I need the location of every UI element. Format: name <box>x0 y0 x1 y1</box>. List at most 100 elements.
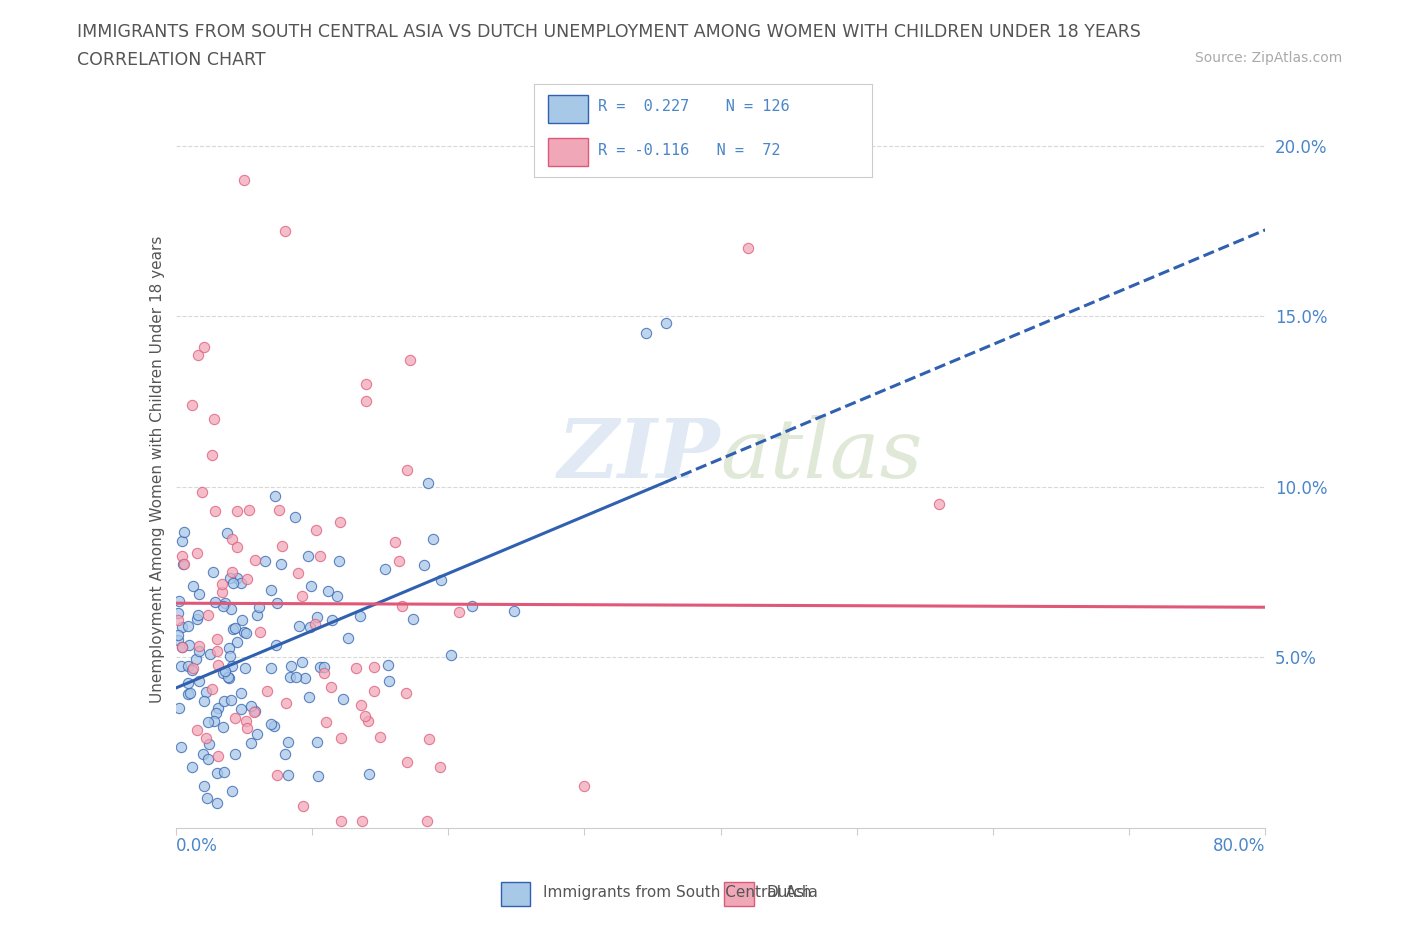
Text: 0.0%: 0.0% <box>176 837 218 855</box>
Point <box>402 612 425 627</box>
Point <box>270 556 292 571</box>
Point <box>321 613 343 628</box>
Point <box>231 612 253 627</box>
Point <box>204 594 226 609</box>
Point <box>284 509 307 524</box>
Point <box>207 749 229 764</box>
Point <box>247 600 270 615</box>
Point <box>305 609 328 624</box>
Point <box>180 759 202 774</box>
Point <box>170 658 193 673</box>
Point <box>170 549 193 564</box>
Point <box>287 618 309 633</box>
Point <box>395 754 418 769</box>
Point <box>309 549 332 564</box>
Point <box>304 616 326 631</box>
Point <box>177 638 200 653</box>
Point <box>240 699 263 714</box>
Point <box>198 737 221 751</box>
Point <box>418 732 440 747</box>
Point <box>224 711 246 725</box>
Text: Immigrants from South Central Asia: Immigrants from South Central Asia <box>543 885 818 900</box>
Point <box>309 659 332 674</box>
Point <box>387 553 409 568</box>
Text: Source: ZipAtlas.com: Source: ZipAtlas.com <box>1195 51 1343 65</box>
Point <box>205 796 228 811</box>
Point <box>205 705 228 720</box>
Point <box>235 713 257 728</box>
Point <box>344 661 367 676</box>
Point <box>225 503 247 518</box>
Point <box>461 599 484 614</box>
Point <box>307 768 329 783</box>
Point <box>422 532 444 547</box>
Point <box>219 571 242 586</box>
Point <box>197 714 219 729</box>
Point <box>221 532 243 547</box>
Point <box>219 649 242 664</box>
Text: R =  0.227    N = 126: R = 0.227 N = 126 <box>599 100 790 114</box>
Point <box>226 635 249 650</box>
Point <box>271 538 294 553</box>
Point <box>197 607 219 622</box>
Bar <box>501 882 530 906</box>
Point <box>181 398 204 413</box>
Point <box>236 721 259 736</box>
Point <box>391 598 413 613</box>
Point <box>195 790 218 805</box>
Point <box>299 578 322 593</box>
Point <box>291 799 314 814</box>
Point <box>186 545 208 560</box>
Point <box>246 726 269 741</box>
Point <box>215 525 238 540</box>
Point <box>363 659 385 674</box>
Point <box>315 715 337 730</box>
Point <box>377 658 399 672</box>
Text: IMMIGRANTS FROM SOUTH CENTRAL ASIA VS DUTCH UNEMPLOYMENT AMONG WOMEN WITH CHILDR: IMMIGRANTS FROM SOUTH CENTRAL ASIA VS DU… <box>77 23 1142 41</box>
Point <box>217 670 239 684</box>
Point <box>172 620 194 635</box>
Point <box>224 746 246 761</box>
Point <box>277 767 299 782</box>
Point <box>266 637 288 652</box>
Point <box>349 608 371 623</box>
Point <box>221 659 243 674</box>
Point <box>266 767 288 782</box>
Point <box>224 620 246 635</box>
Point <box>233 660 256 675</box>
Point <box>197 751 219 766</box>
Point <box>231 702 253 717</box>
Point <box>330 730 353 745</box>
Point <box>193 339 215 354</box>
Point <box>170 534 193 549</box>
Point <box>297 548 319 563</box>
Point <box>218 641 240 656</box>
Point <box>195 731 218 746</box>
Point <box>172 557 194 572</box>
Point <box>326 588 349 603</box>
Point <box>211 585 233 600</box>
Point <box>298 619 321 634</box>
Point <box>368 730 391 745</box>
Point <box>218 671 240 685</box>
Point <box>280 658 302 673</box>
Point <box>186 723 208 737</box>
Point <box>332 692 354 707</box>
Text: atlas: atlas <box>721 416 922 496</box>
Point <box>243 553 266 568</box>
Point <box>430 573 453 588</box>
Point <box>194 684 217 699</box>
Point <box>193 779 215 794</box>
Point <box>245 704 267 719</box>
Point <box>276 696 298 711</box>
Point <box>188 644 211 658</box>
Point <box>316 583 339 598</box>
Point <box>231 576 253 591</box>
Point <box>167 632 190 647</box>
Point <box>221 565 243 579</box>
Point <box>277 735 299 750</box>
Point <box>187 607 209 622</box>
Point <box>291 589 314 604</box>
Point <box>177 619 200 634</box>
Point <box>181 662 204 677</box>
